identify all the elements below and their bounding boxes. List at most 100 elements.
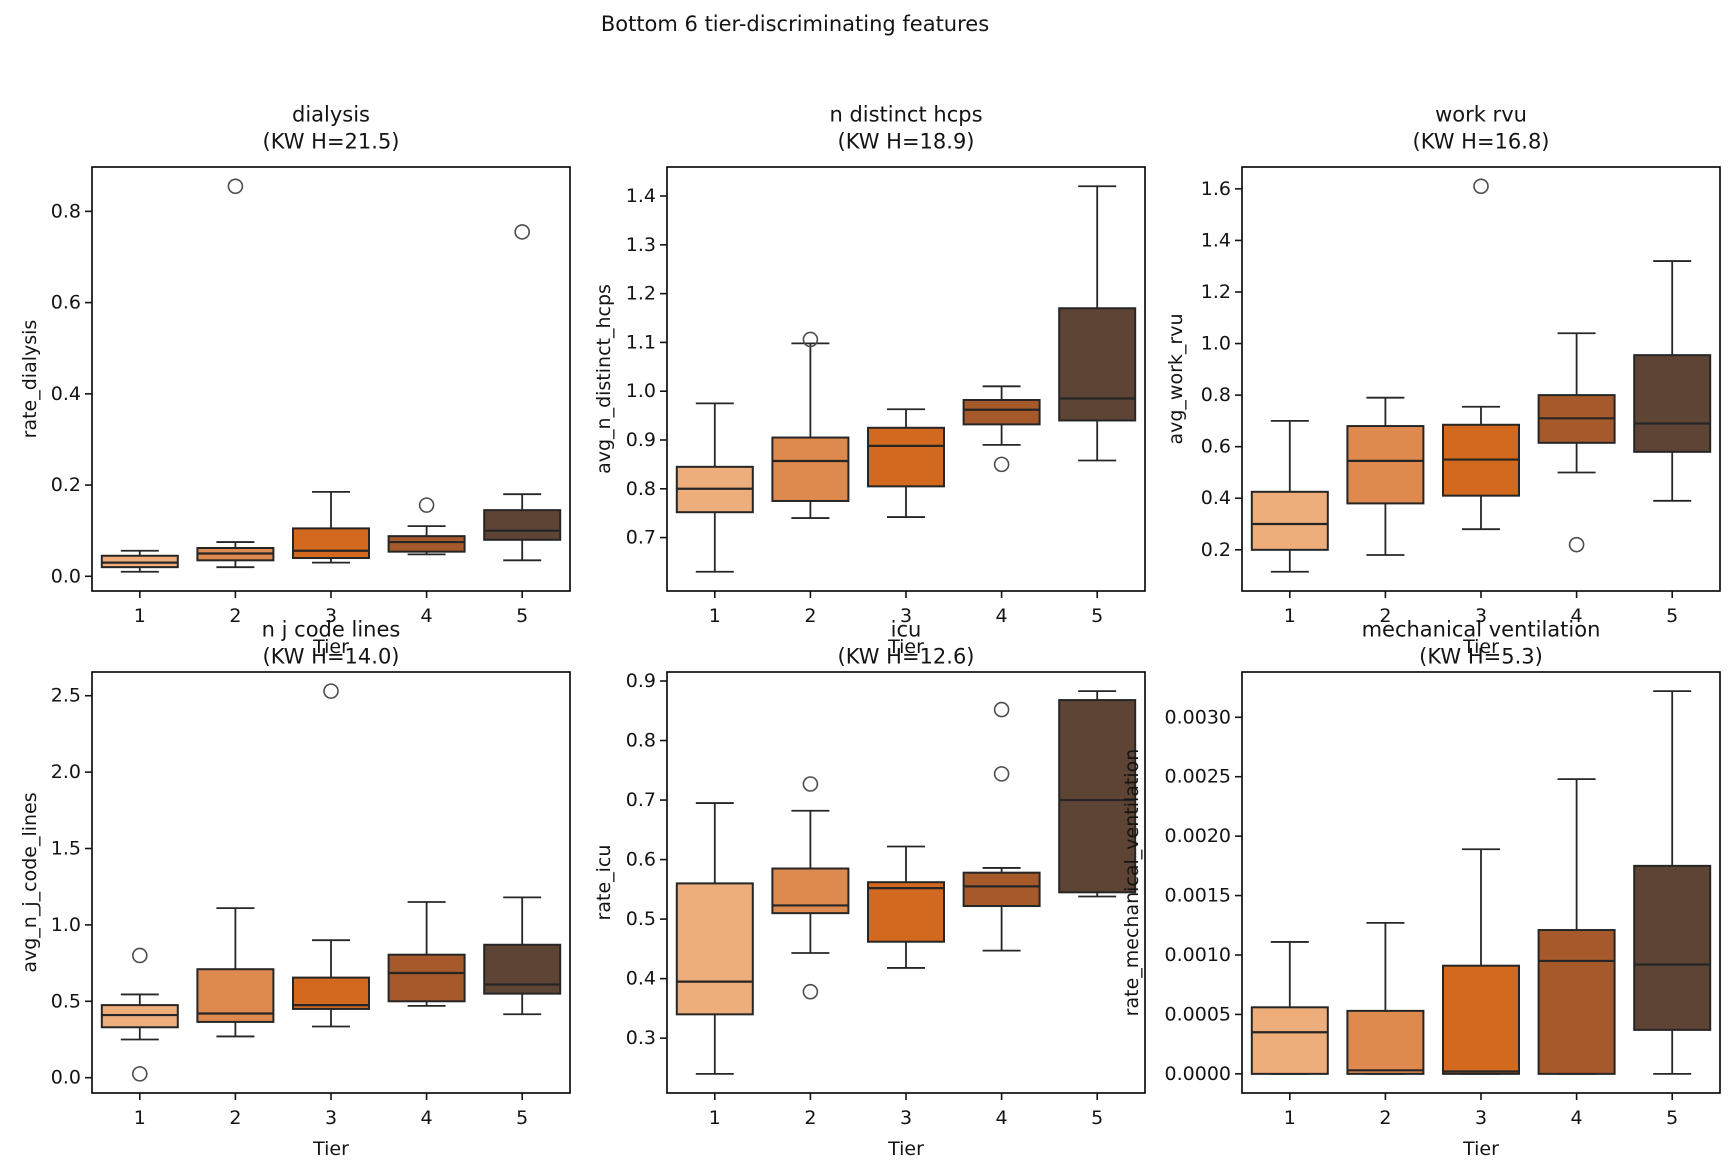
box-tier-2 <box>1346 1009 1425 1075</box>
box-tier-1 <box>100 554 179 569</box>
x-axis-label: Tier <box>1462 1138 1499 1160</box>
x-tick-label: 3 <box>325 1107 337 1129</box>
y-axis-label: avg_n_j_code_lines <box>19 792 41 972</box>
subplot-subtitle: (KW H=18.9) <box>838 130 975 154</box>
y-tick-label: 0.5 <box>626 908 656 930</box>
subplot-title: n j code lines <box>262 618 401 642</box>
x-tick-label: 1 <box>709 605 721 627</box>
x-tick-label: 1 <box>134 1107 146 1129</box>
x-tick-label: 1 <box>709 1107 721 1129</box>
outlier-point <box>1473 178 1489 195</box>
subplot-subtitle: (KW H=14.0) <box>263 645 400 669</box>
subplot-title: n distinct hcps <box>829 103 982 127</box>
outlier-point <box>802 983 819 1000</box>
subplot-subtitle: (KW H=5.3) <box>1419 645 1543 669</box>
y-tick-label: 1.2 <box>1201 281 1231 303</box>
subplot-subtitle: (KW H=12.6) <box>838 645 975 669</box>
y-tick-label: 0.0 <box>51 1067 81 1089</box>
y-tick-label: 1.2 <box>626 283 656 305</box>
outlier-point <box>993 456 1010 473</box>
y-tick-label: 0.4 <box>51 383 81 405</box>
y-tick-label: 0.0020 <box>1165 825 1231 847</box>
x-tick-label: 4 <box>1571 605 1583 627</box>
outlier-point <box>514 224 531 240</box>
y-tick-label: 0.8 <box>1201 384 1231 406</box>
outlier-point <box>802 331 819 348</box>
x-tick-label: 1 <box>134 605 146 627</box>
subplot-subtitle: (KW H=16.8) <box>1413 130 1550 154</box>
x-tick-label: 2 <box>804 1107 816 1129</box>
x-axis-label: Tier <box>312 1138 349 1160</box>
box-tier-3 <box>1442 964 1520 1075</box>
outlier-point <box>993 701 1010 718</box>
y-tick-label: 0.2 <box>1201 539 1231 561</box>
y-axis-label: rate_dialysis <box>19 320 41 439</box>
figure-suptitle: Bottom 6 tier-discriminating features <box>600 12 990 36</box>
y-tick-label: 0.3 <box>626 1027 656 1049</box>
y-tick-label: 0.6 <box>1201 436 1231 458</box>
box-tier-4 <box>1537 929 1616 1075</box>
y-tick-label: 1.6 <box>1201 178 1231 200</box>
box-tier-4 <box>387 953 466 1003</box>
x-tick-label: 4 <box>996 605 1008 627</box>
y-tick-label: 0.6 <box>51 292 81 314</box>
outlier-point <box>1568 536 1585 553</box>
y-tick-label: 0.0030 <box>1165 706 1231 728</box>
x-tick-label: 5 <box>516 605 528 627</box>
y-tick-label: 0.0015 <box>1165 885 1231 907</box>
box-tier-1 <box>100 1004 179 1029</box>
y-tick-label: 0.0005 <box>1165 1003 1231 1025</box>
box-tier-5 <box>1633 354 1712 453</box>
x-tick-label: 1 <box>1284 1107 1296 1129</box>
x-tick-label: 5 <box>516 1107 528 1129</box>
y-tick-label: 1.1 <box>626 331 656 353</box>
x-tick-label: 3 <box>900 605 912 627</box>
x-tick-label: 2 <box>804 605 816 627</box>
y-axis-label: rate_icu <box>593 845 615 921</box>
box-tier-2 <box>1346 425 1425 505</box>
axes-frame <box>91 671 571 1094</box>
box-tier-1 <box>1250 1006 1329 1075</box>
box-tier-3 <box>867 426 945 488</box>
box-tier-5 <box>483 943 562 995</box>
box-tier-4 <box>387 535 466 553</box>
subplot-title: icu <box>891 618 922 642</box>
y-tick-label: 0.0000 <box>1165 1063 1231 1085</box>
x-tick-label: 5 <box>1666 605 1678 627</box>
box-tier-5 <box>483 509 562 541</box>
outlier-point <box>132 947 148 964</box>
outlier-point <box>227 178 244 195</box>
y-tick-label: 0.2 <box>51 474 81 496</box>
y-tick-label: 0.9 <box>626 670 656 692</box>
y-tick-label: 0.0025 <box>1165 766 1231 788</box>
box-tier-5 <box>1633 864 1712 1031</box>
y-tick-label: 2.0 <box>51 761 81 783</box>
box-tier-4 <box>962 871 1041 908</box>
x-tick-label: 1 <box>1284 605 1296 627</box>
y-tick-label: 0.0 <box>51 565 81 587</box>
y-tick-label: 0.5 <box>51 990 81 1012</box>
x-tick-label: 2 <box>229 605 241 627</box>
box-tier-3 <box>292 976 370 1010</box>
x-tick-label: 2 <box>1379 605 1391 627</box>
y-tick-label: 1.0 <box>1201 333 1231 355</box>
y-tick-label: 0.0010 <box>1165 944 1231 966</box>
y-tick-label: 0.8 <box>626 478 656 500</box>
box-tier-1 <box>1250 490 1329 551</box>
subplot-title: dialysis <box>292 103 370 127</box>
x-tick-label: 4 <box>996 1107 1008 1129</box>
x-axis-label: Tier <box>1462 636 1499 658</box>
y-tick-label: 0.8 <box>626 730 656 752</box>
box-tier-5 <box>1058 307 1137 422</box>
subplot-subtitle: (KW H=21.5) <box>263 130 400 154</box>
x-tick-label: 5 <box>1666 1107 1678 1129</box>
x-tick-label: 5 <box>1091 605 1103 627</box>
y-tick-label: 0.9 <box>626 429 656 451</box>
x-axis-label: Tier <box>887 1138 924 1160</box>
x-tick-label: 2 <box>1379 1107 1391 1129</box>
subplot-title: work rvu <box>1435 103 1527 127</box>
x-axis-label: Tier <box>312 636 349 658</box>
x-tick-label: 3 <box>325 605 337 627</box>
y-axis-label: rate_mechanical_ventilation <box>1121 749 1143 1017</box>
